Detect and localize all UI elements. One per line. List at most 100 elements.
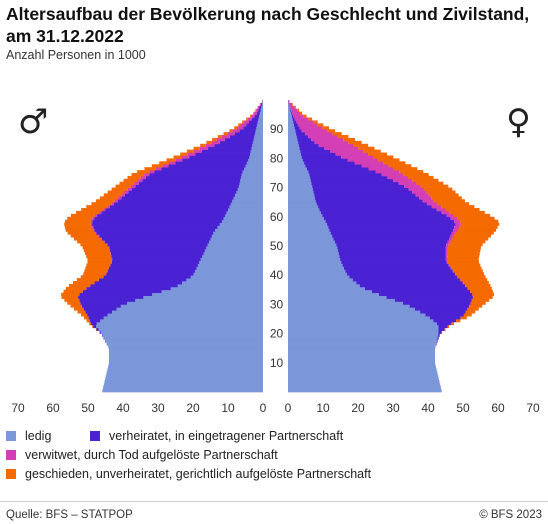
female-bar-geschieden-age-62 [445,208,480,212]
male-bar-geschieden-age-70 [115,184,131,188]
female-bar-geschieden-age-47 [447,251,480,256]
male-bar-ledig-age-93 [258,117,263,121]
female-bar-ledig-age-95 [288,111,292,115]
male-bar-ledig-age-66 [233,196,263,200]
female-bar-verwitwet-age-45 [445,257,447,261]
female-bar-verwitwet-age-78 [354,161,384,165]
female-bar-ledig-age-11 [288,356,435,361]
male-bar-verheiratet-age-50 [107,243,208,247]
female-bar-verwitwet-age-64 [426,202,438,206]
male-bar-verheiratet-age-60 [97,213,226,218]
male-bar-verheiratet-age-37 [94,281,183,285]
male-bar-verwitwet-age-66 [118,196,122,200]
male-bar-verheiratet-age-55 [94,228,216,232]
male-bar-geschieden-age-59 [67,216,93,221]
female-bar-verheiratet-age-51 [334,240,448,244]
x-tick-male-30: 30 [151,401,165,415]
male-bar-verwitwet-age-53 [98,234,100,238]
female-bar-verheiratet-age-93 [292,117,295,121]
legend-label-geschieden: geschieden, unverheiratet, gerichtlich a… [25,467,372,481]
female-bar-geschieden-age-81 [368,152,388,156]
male-bar-geschieden-age-29 [70,304,82,308]
male-bar-verwitwet-age-63 [107,205,110,209]
female-bar-ledig-age-81 [288,152,301,156]
male-bar-ledig-age-71 [239,181,263,186]
female-bar-ledig-age-71 [288,181,312,186]
female-bar-geschieden-age-40 [455,272,485,276]
female-bar-ledig-age-66 [288,196,315,200]
male-bar-ledig-age-96 [260,108,263,113]
male-bar-geschieden-age-71 [119,181,135,186]
female-bar-verheiratet-age-22 [438,324,448,329]
female-bar-geschieden-age-45 [447,257,479,261]
female-bar-ledig-age-69 [288,187,313,191]
male-bar-verheiratet-age-96 [258,108,261,113]
female-bar-geschieden-age-51 [450,240,486,244]
x-tick-male-50: 50 [81,401,95,415]
female-bar-verwitwet-age-97 [290,105,295,110]
male-bar-ledig-age-77 [245,164,263,168]
male-bar-geschieden-age-68 [107,190,125,194]
female-symbol-icon: ♀ [506,102,531,142]
male-bar-verheiratet-age-81 [195,152,251,156]
male-bar-ledig-age-54 [213,231,263,235]
female-bar-geschieden-age-63 [441,205,475,209]
female-bar-geschieden-age-49 [447,246,481,250]
female-bar-verheiratet-age-36 [359,283,466,288]
female-bar-geschieden-age-83 [358,146,375,150]
male-bar-verheiratet-age-71 [138,181,240,186]
female-bar-ledig-age-90 [288,126,295,130]
female-bar-ledig-age-33 [288,292,379,296]
male-bar-geschieden-age-77 [151,164,163,168]
male-bar-ledig-age-58 [221,219,264,223]
female-bar-geschieden-age-61 [449,210,485,215]
male-bar-verwitwet-age-88 [227,132,235,136]
male-bar-ledig-age-85 [252,140,263,145]
female-bar-verheiratet-age-66 [314,196,420,200]
female-bar-geschieden-age-22 [447,324,449,329]
female-bar-ledig-age-34 [288,289,372,294]
male-bar-ledig-age-81 [250,152,263,156]
female-bar-ledig-age-36 [288,283,360,288]
male-bar-ledig-age-50 [207,243,263,247]
female-bar-geschieden-age-68 [426,190,456,194]
male-bar-verheiratet-age-83 [208,146,252,150]
male-bar-geschieden-age-40 [83,272,107,276]
male-bar-geschieden-age-85 [206,140,212,145]
male-bar-verheiratet-age-54 [96,231,214,235]
male-bar-verheiratet-age-48 [110,248,205,253]
male-bar-verwitwet-age-69 [127,187,132,191]
female-bar-ledig-age-7 [288,368,437,372]
male-bar-ledig-age-90 [256,126,263,130]
male-bar-ledig-age-97 [261,105,263,110]
x-tick-male-10: 10 [221,401,235,415]
male-bar-verwitwet-age-79 [175,158,183,162]
male-bar-ledig-age-40 [193,272,263,276]
male-bar-geschieden-age-30 [67,301,81,305]
male-bar-ledig-age-14 [109,348,263,352]
female-bar-verheiratet-age-26 [425,313,464,317]
male-bar-verheiratet-age-75 [154,170,243,174]
female-bar-verwitwet-age-87 [308,135,338,139]
female-bar-verheiratet-age-75 [308,170,376,174]
male-bar-geschieden-age-51 [77,240,104,244]
male-bar-verheiratet-age-67 [124,193,235,197]
male-bar-verwitwet-age-65 [114,199,118,203]
male-bar-verheiratet-age-77 [168,164,246,168]
female-bar-ledig-age-92 [288,120,294,124]
male-bar-geschieden-age-61 [76,210,99,215]
male-bar-verheiratet-age-84 [214,143,253,148]
female-bar-verwitwet-age-39 [457,275,458,279]
male-bar-verheiratet-age-19 [102,333,103,337]
male-bar-verheiratet-age-56 [93,225,218,229]
female-bar-geschieden-age-31 [471,298,490,302]
female-bar-verheiratet-age-85 [298,140,315,145]
male-bar-ledig-age-74 [241,173,263,177]
male-bar-verheiratet-age-36 [90,283,178,288]
female-bar-verheiratet-age-68 [313,190,413,194]
male-bar-ledig-age-91 [257,123,263,127]
female-bar-geschieden-age-28 [467,307,479,311]
male-bar-geschieden-age-37 [72,281,95,285]
age-tick-50: 50 [270,239,284,253]
male-bar-verheiratet-age-95 [256,111,260,115]
